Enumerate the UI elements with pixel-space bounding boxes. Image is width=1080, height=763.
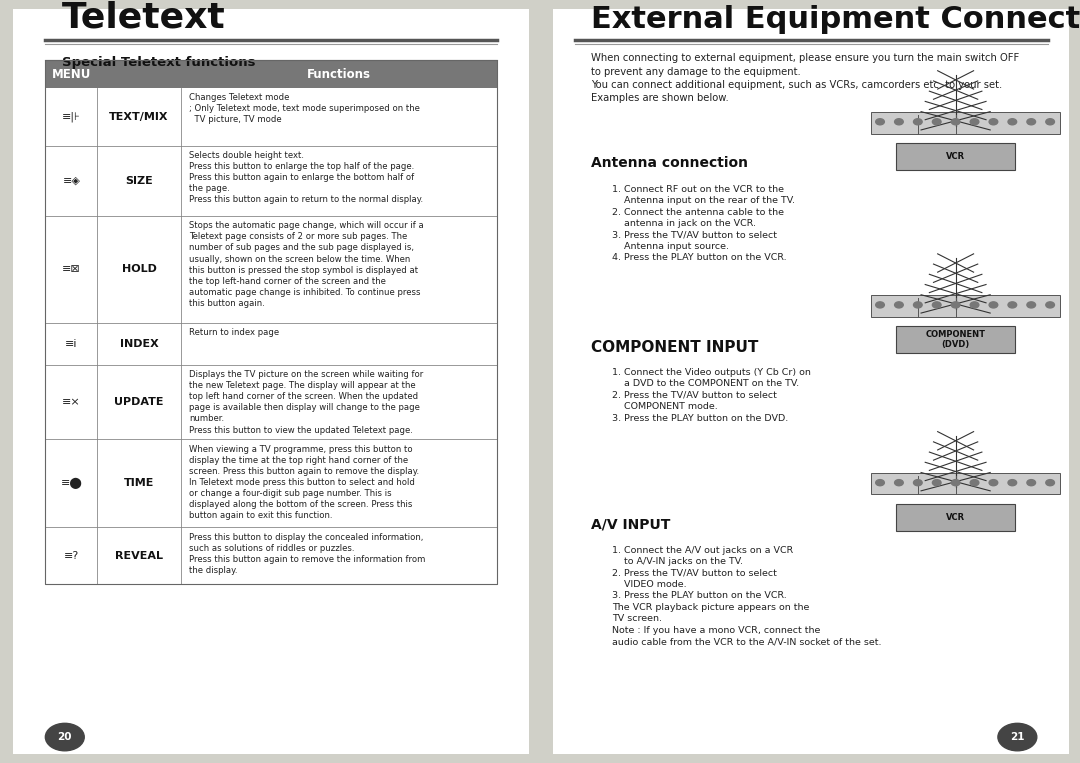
Bar: [896, 326, 1015, 353]
Bar: [45, 216, 497, 323]
Circle shape: [45, 723, 84, 751]
Bar: [45, 88, 497, 146]
Bar: [45, 146, 497, 216]
Text: Changes Teletext mode
; Only Teletext mode, text mode superimposed on the
  TV p: Changes Teletext mode ; Only Teletext mo…: [189, 93, 420, 124]
Bar: [45, 439, 497, 527]
Text: A/V INPUT: A/V INPUT: [591, 517, 670, 531]
Bar: [45, 365, 497, 439]
Text: ≡⊠: ≡⊠: [62, 264, 81, 275]
Text: Selects double height text.
Press this button to enlarge the top half of the pag: Selects double height text. Press this b…: [189, 151, 423, 204]
Circle shape: [951, 119, 960, 125]
Circle shape: [1008, 480, 1016, 486]
Bar: [45, 323, 497, 365]
Bar: [896, 143, 1015, 170]
Text: Functions: Functions: [307, 67, 370, 81]
Circle shape: [1027, 480, 1036, 486]
Circle shape: [932, 302, 941, 308]
Circle shape: [970, 480, 978, 486]
Text: ≡⬤: ≡⬤: [60, 478, 82, 489]
Bar: [896, 504, 1015, 531]
Circle shape: [1027, 302, 1036, 308]
Text: TEXT/MIX: TEXT/MIX: [109, 111, 168, 122]
Text: HOLD: HOLD: [122, 264, 157, 275]
Text: Press this button to display the concealed information,
such as solutions of rid: Press this button to display the conceal…: [189, 533, 426, 575]
Circle shape: [894, 480, 903, 486]
Bar: [870, 295, 1059, 317]
Text: External Equipment Connection: External Equipment Connection: [591, 5, 1080, 34]
Bar: [45, 60, 497, 88]
Bar: [870, 473, 1059, 494]
Circle shape: [1045, 119, 1054, 125]
Circle shape: [876, 480, 885, 486]
Bar: [870, 112, 1059, 134]
Text: Return to index page: Return to index page: [189, 328, 280, 337]
Bar: [45, 527, 497, 584]
Text: Teletext: Teletext: [62, 0, 226, 34]
Text: TIME: TIME: [124, 478, 154, 488]
Text: 21: 21: [1010, 732, 1025, 742]
Text: COMPONENT
(DVD): COMPONENT (DVD): [926, 330, 986, 349]
Bar: [13, 9, 529, 754]
Circle shape: [914, 302, 922, 308]
Circle shape: [876, 302, 885, 308]
Circle shape: [989, 480, 998, 486]
Circle shape: [951, 480, 960, 486]
Text: 1. Connect the A/V out jacks on a VCR
    to A/V-IN jacks on the TV.
2. Press th: 1. Connect the A/V out jacks on a VCR to…: [612, 546, 882, 646]
Text: Special Teletext functions: Special Teletext functions: [62, 56, 255, 69]
Circle shape: [1045, 480, 1054, 486]
Circle shape: [970, 302, 978, 308]
Text: When viewing a TV programme, press this button to
display the time at the top ri: When viewing a TV programme, press this …: [189, 445, 419, 520]
Text: When connecting to external equipment, please ensure you turn the main switch OF: When connecting to external equipment, p…: [591, 53, 1020, 103]
Circle shape: [932, 119, 941, 125]
Circle shape: [894, 302, 903, 308]
Text: UPDATE: UPDATE: [114, 397, 164, 407]
Circle shape: [989, 119, 998, 125]
Circle shape: [894, 119, 903, 125]
Circle shape: [1027, 119, 1036, 125]
Circle shape: [1008, 119, 1016, 125]
Text: REVEAL: REVEAL: [116, 551, 163, 561]
Text: ≡i: ≡i: [65, 339, 78, 349]
Circle shape: [914, 480, 922, 486]
Circle shape: [914, 119, 922, 125]
Text: ≡◈: ≡◈: [63, 175, 80, 186]
Text: ≡|⊦: ≡|⊦: [62, 111, 81, 122]
Text: 1. Connect RF out on the VCR to the
    Antenna input on the rear of the TV.
2. : 1. Connect RF out on the VCR to the Ante…: [612, 185, 795, 262]
Circle shape: [876, 119, 885, 125]
Text: INDEX: INDEX: [120, 339, 159, 349]
Bar: [45, 60, 497, 584]
Text: 1. Connect the Video outputs (Y Cb Cr) on
    a DVD to the COMPONENT on the TV.
: 1. Connect the Video outputs (Y Cb Cr) o…: [612, 368, 811, 423]
Text: 20: 20: [57, 732, 72, 742]
Text: ≡?: ≡?: [64, 551, 79, 561]
Text: SIZE: SIZE: [125, 175, 153, 186]
Circle shape: [1008, 302, 1016, 308]
Text: ≡×: ≡×: [62, 397, 81, 407]
Circle shape: [989, 302, 998, 308]
Text: Displays the TV picture on the screen while waiting for
the new Teletext page. T: Displays the TV picture on the screen wh…: [189, 370, 423, 435]
Text: VCR: VCR: [946, 513, 966, 522]
Text: VCR: VCR: [946, 152, 966, 161]
Text: Stops the automatic page change, which will occur if a
Teletext page consists of: Stops the automatic page change, which w…: [189, 221, 424, 308]
Bar: [553, 9, 1069, 754]
Circle shape: [951, 302, 960, 308]
Circle shape: [932, 480, 941, 486]
Text: COMPONENT INPUT: COMPONENT INPUT: [591, 340, 758, 355]
Circle shape: [1045, 302, 1054, 308]
Circle shape: [998, 723, 1037, 751]
Text: Antenna connection: Antenna connection: [591, 156, 747, 170]
Circle shape: [970, 119, 978, 125]
Text: MENU: MENU: [52, 67, 91, 81]
